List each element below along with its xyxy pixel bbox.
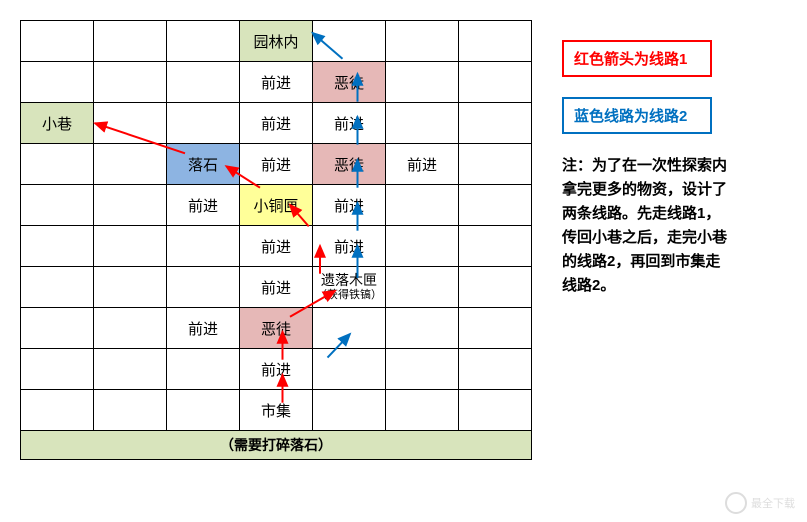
grid-cell — [167, 226, 240, 267]
grid-cell — [21, 226, 94, 267]
grid-row: 前进恶徒 — [21, 62, 532, 103]
grid-cell — [94, 267, 167, 308]
grid-cell — [94, 103, 167, 144]
grid-cell — [21, 185, 94, 226]
grid-cell — [167, 390, 240, 431]
grid-row: 小巷 前进前进 — [21, 103, 532, 144]
grid-row: 前进 — [21, 349, 532, 390]
grid-cell: 落石 — [167, 144, 240, 185]
grid-cell: 前进 — [240, 349, 313, 390]
grid-cell: 前进 — [313, 103, 386, 144]
grid-cell — [21, 390, 94, 431]
grid-cell — [459, 226, 532, 267]
note-text: 注：为了在一次性探索内拿完更多的物资，设计了两条线路。先走线路1，传回小巷之后，… — [562, 154, 732, 298]
grid-cell: 前进 — [167, 308, 240, 349]
grid-cell — [459, 21, 532, 62]
grid-cell — [386, 267, 459, 308]
grid-cell: 园林内 — [240, 21, 313, 62]
main-container: 园林内前进恶徒小巷前进前进落石前进恶徒前进前进小铜匣前进前进前进前进遗落木匣（获… — [20, 20, 787, 460]
grid-wrap: 园林内前进恶徒小巷前进前进落石前进恶徒前进前进小铜匣前进前进前进前进遗落木匣（获… — [20, 20, 532, 460]
legend-route2: 蓝色线路为线路2 — [562, 97, 712, 134]
grid-cell — [459, 390, 532, 431]
grid-cell — [167, 21, 240, 62]
watermark-text: 最全下载 — [751, 495, 795, 511]
grid-row: 前进前进 — [21, 226, 532, 267]
grid-cell — [21, 144, 94, 185]
grid-cell — [94, 144, 167, 185]
grid-cell: 小巷 — [21, 103, 94, 144]
watermark-logo-icon — [725, 492, 747, 514]
grid-cell — [21, 62, 94, 103]
grid-row: 落石前进恶徒前进 — [21, 144, 532, 185]
grid-cell — [94, 21, 167, 62]
grid-cell — [167, 267, 240, 308]
grid-cell: 恶徒 — [240, 308, 313, 349]
grid-cell: 遗落木匣（获得铁镐） — [313, 267, 386, 308]
legend-route2-text: 蓝色线路为线路2 — [574, 108, 687, 125]
grid-cell — [21, 267, 94, 308]
grid-cell — [94, 349, 167, 390]
grid-row: 园林内 — [21, 21, 532, 62]
legend-side: 红色箭头为线路1 蓝色线路为线路2 注：为了在一次性探索内拿完更多的物资，设计了… — [562, 20, 732, 460]
grid-cell — [386, 226, 459, 267]
grid-row: 前进恶徒 — [21, 308, 532, 349]
grid-cell: 前进 — [240, 226, 313, 267]
grid-cell — [459, 267, 532, 308]
grid-cell — [94, 185, 167, 226]
grid-cell: 小铜匣 — [240, 185, 313, 226]
grid-cell: 恶徒 — [313, 144, 386, 185]
grid-cell — [386, 62, 459, 103]
grid-cell — [459, 349, 532, 390]
grid-cell — [459, 308, 532, 349]
grid-cell — [386, 103, 459, 144]
grid-cell — [459, 62, 532, 103]
grid-cell — [167, 62, 240, 103]
grid-cell — [21, 349, 94, 390]
grid-footer-cell: （需要打碎落石） — [21, 431, 532, 460]
grid-cell: 前进 — [313, 185, 386, 226]
grid-cell: 市集 — [240, 390, 313, 431]
grid-cell — [386, 308, 459, 349]
grid-cell: 前进 — [240, 144, 313, 185]
grid-cell — [94, 308, 167, 349]
grid-row: 前进遗落木匣（获得铁镐） — [21, 267, 532, 308]
watermark: 最全下载 — [725, 492, 795, 514]
grid-cell — [313, 390, 386, 431]
grid-cell — [94, 226, 167, 267]
grid-cell — [167, 349, 240, 390]
grid-cell: 前进 — [240, 103, 313, 144]
grid-cell — [94, 62, 167, 103]
grid-row: 前进小铜匣前进 — [21, 185, 532, 226]
legend-route1: 红色箭头为线路1 — [562, 40, 712, 77]
grid-cell — [386, 185, 459, 226]
grid-cell — [459, 103, 532, 144]
grid-cell — [459, 144, 532, 185]
grid-cell: 前进 — [240, 62, 313, 103]
grid-cell: 前进 — [386, 144, 459, 185]
grid-cell — [386, 349, 459, 390]
grid-footer-row: （需要打碎落石） — [21, 431, 532, 460]
grid-cell — [386, 21, 459, 62]
grid-cell — [313, 349, 386, 390]
grid-cell: 恶徒 — [313, 62, 386, 103]
grid-cell — [21, 21, 94, 62]
grid-cell — [386, 390, 459, 431]
grid-cell: 前进 — [313, 226, 386, 267]
grid-cell — [313, 21, 386, 62]
map-grid: 园林内前进恶徒小巷前进前进落石前进恶徒前进前进小铜匣前进前进前进前进遗落木匣（获… — [20, 20, 532, 460]
grid-cell — [313, 308, 386, 349]
grid-cell — [21, 308, 94, 349]
grid-cell — [459, 185, 532, 226]
grid-row: 市集 — [21, 390, 532, 431]
grid-cell — [167, 103, 240, 144]
legend-route1-text: 红色箭头为线路1 — [574, 51, 687, 68]
grid-cell — [94, 390, 167, 431]
grid-cell: 前进 — [240, 267, 313, 308]
grid-cell: 前进 — [167, 185, 240, 226]
